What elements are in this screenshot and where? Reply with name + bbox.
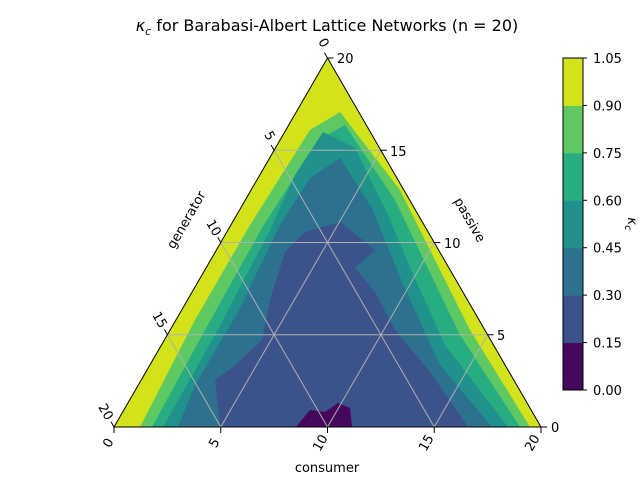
left-axis-title: generator (164, 188, 209, 252)
colorbar-tick-label: 0.15 (593, 337, 622, 352)
tick-mark (217, 237, 222, 243)
bottom-axis-title: consumer (295, 461, 360, 476)
tick-mark (324, 52, 328, 59)
grid-line (433, 334, 489, 428)
chart-title: κc for Barabasi-Albert Lattice Networks … (136, 16, 519, 38)
colorbar-swatch (563, 152, 583, 201)
colorbar-tick-label: 0.30 (593, 289, 622, 304)
tick-mark (163, 329, 168, 335)
right-tick-label: 5 (497, 329, 505, 344)
right-tick-label: 0 (551, 421, 559, 436)
colorbar-tick-label: 0.90 (593, 99, 622, 114)
bottom-axis: 0 5 10 15 20 consumer (100, 427, 544, 476)
bottom-tick-label: 0 (100, 436, 117, 451)
grid-line (273, 149, 435, 428)
grid-line (166, 334, 222, 428)
grid-line (220, 149, 382, 428)
colorbar-tick-label: 0.00 (593, 384, 622, 399)
colorbar-swatch (563, 247, 583, 296)
colorbar-swatch (563, 105, 583, 154)
colorbar-swatches (563, 58, 583, 391)
bottom-tick-label: 20 (522, 432, 543, 454)
tick-mark (270, 144, 275, 151)
colorbar-swatch (563, 342, 583, 391)
bottom-tick-label: 10 (310, 432, 331, 454)
left-tick-label: 20 (94, 401, 115, 423)
right-tick-label: 15 (390, 145, 407, 160)
colorbar-tick-label: 0.75 (593, 147, 622, 162)
colorbar-swatch (563, 295, 583, 344)
colorbar-swatch (563, 58, 583, 106)
bottom-tick-label: 5 (206, 436, 223, 451)
colorbar-outline (562, 57, 584, 391)
left-tick-label: 5 (260, 129, 277, 144)
colorbar: 0.00 0.15 0.30 0.45 0.60 0.75 0.90 1.05 κc (562, 52, 639, 399)
right-tick-label: 10 (444, 237, 461, 252)
right-tick-label: 20 (337, 52, 354, 67)
bottom-tick-label: 15 (416, 432, 437, 454)
colorbar-tick-label: 0.60 (593, 194, 622, 209)
tick-mark (110, 421, 115, 428)
colorbar-tick-label: 0.45 (593, 242, 622, 257)
colorbar-ticks: 0.00 0.15 0.30 0.45 0.60 0.75 0.90 1.05 (583, 52, 622, 399)
colorbar-tick-label: 1.05 (593, 52, 622, 67)
colorbar-swatch (563, 200, 583, 249)
ternary-grid (166, 149, 489, 428)
colorbar-label: κc (622, 217, 639, 231)
left-tick-label: 15 (148, 309, 169, 331)
left-tick-label: 0 (314, 36, 331, 51)
left-tick-label: 10 (202, 217, 223, 239)
